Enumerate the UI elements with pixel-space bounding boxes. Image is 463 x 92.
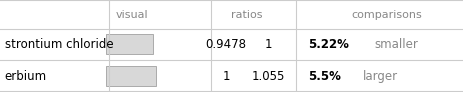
Text: larger: larger <box>362 70 397 83</box>
Text: strontium chloride: strontium chloride <box>5 38 113 51</box>
Bar <box>105 34 153 54</box>
Bar <box>105 66 156 86</box>
Text: 1: 1 <box>264 38 271 51</box>
Text: 5.22%: 5.22% <box>308 38 349 51</box>
Text: 0.9478: 0.9478 <box>205 38 246 51</box>
Text: erbium: erbium <box>5 70 47 83</box>
Text: smaller: smaller <box>374 38 418 51</box>
Text: visual: visual <box>116 10 148 20</box>
Text: 1: 1 <box>222 70 229 83</box>
Text: ratios: ratios <box>231 10 262 20</box>
Text: 1.055: 1.055 <box>251 70 284 83</box>
Text: comparisons: comparisons <box>350 10 421 20</box>
Text: 5.5%: 5.5% <box>308 70 341 83</box>
